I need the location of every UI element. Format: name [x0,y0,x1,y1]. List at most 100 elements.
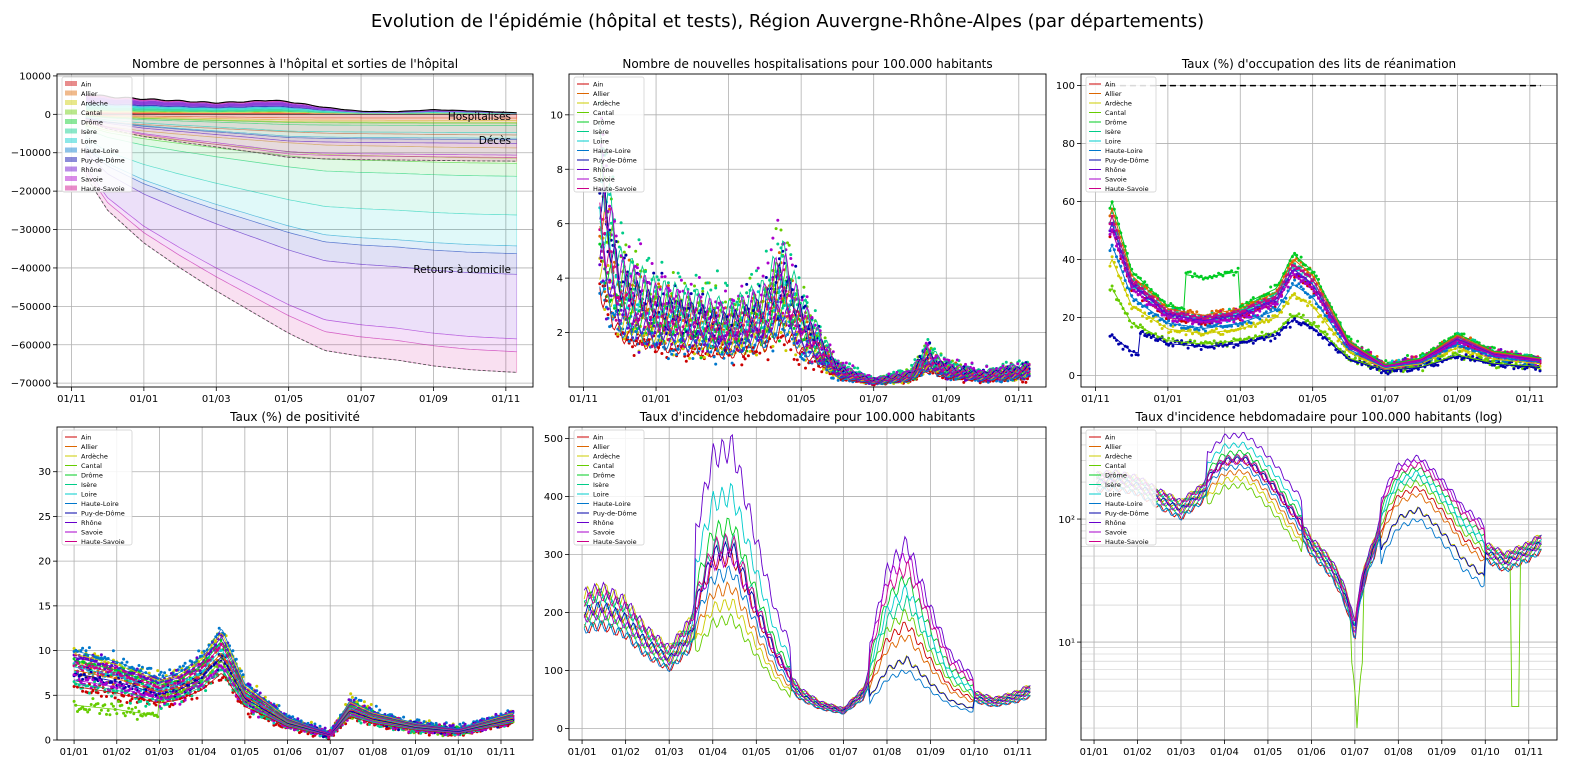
scatter-point [887,372,891,376]
scatter-point [624,253,628,257]
scatter-point [926,338,930,341]
scatter-point [714,286,718,290]
scatter-point [724,289,727,293]
scatter-point [694,273,698,277]
area-band-retours [85,125,518,177]
scatter-point [1195,310,1199,314]
area-band-retours [85,137,518,247]
scatter-point [598,242,602,246]
legend-swatch [65,166,77,172]
scatter-point [954,377,958,381]
annotation: Retours à domicile [413,264,511,276]
scatter-point [748,276,752,280]
scatter-point [728,335,732,339]
scatter-point [1293,278,1297,282]
scatter-point [724,281,727,285]
legend-swatch [65,119,77,124]
area-band-deces [85,116,518,139]
scatter-point [1406,354,1409,357]
scatter-point [740,363,744,367]
scatter-point [686,354,690,358]
scatter-point [766,261,770,265]
scatter-point [800,298,804,302]
scatter-point [608,204,612,208]
scatter-point [1110,284,1114,288]
scatter-point [621,231,625,235]
scatter-point [774,227,778,231]
legend-entry: Cantal [81,109,102,117]
x-tick-label: 01/07 [347,394,376,405]
scatter-point [1160,327,1164,330]
x-tick-label: 01/01 [1153,394,1182,405]
legend-entry: Savoie [593,176,615,184]
scatter-point [802,358,806,362]
scatter-point [1353,356,1357,360]
y-tick-label: 6 [557,219,563,230]
scatter-point [1108,264,1112,268]
scatter-point [1349,337,1353,341]
scatter-point [895,370,899,374]
scatter-point [1301,313,1305,317]
scatter-point [1214,327,1218,331]
y-tick-label: 8 [557,165,563,176]
scatter-point [609,221,613,225]
scatter-point [671,271,675,274]
scatter-point [1458,350,1462,354]
x-tick-label: 01/03 [1226,394,1255,405]
legend-entry: Puy-de-Dôme [593,157,637,165]
legend-entry: Drôme [81,119,103,127]
scatter-point [1169,330,1173,334]
x-tick-label: 01/05 [274,394,303,405]
scatter-point [755,269,758,273]
scatter-point [631,345,634,349]
scatter-point [776,218,780,222]
x-tick-label: 01/11 [1515,394,1544,405]
legend-entry: Haute-Savoie [593,185,637,193]
scatter-point [919,373,923,377]
scatter-point [627,339,631,343]
area-band-deces [85,114,518,121]
scatter-point [1017,359,1021,363]
legend: AinAllierArdècheCantalDrômeIsèreLoireHau… [61,76,133,193]
scatter-point [812,368,816,371]
scatter-point [666,357,670,361]
scatter-point [769,248,773,252]
scatter-point [732,299,736,303]
scatter-point [613,304,616,308]
scatter-point [683,281,687,285]
scatter-point [1264,310,1268,314]
y-tick-label: 60 [1062,197,1075,208]
scatter-point [634,330,638,333]
scatter-point [1230,269,1234,273]
scatter-point [735,300,739,304]
scatter-point [725,284,729,287]
scatter-point [813,323,817,327]
scatter-point [598,191,602,195]
scatter-point [603,231,607,235]
scatter-point [701,287,705,290]
y-tick-label: 40 [1062,255,1075,266]
scatter-point [632,354,636,357]
scatter-point [831,350,835,354]
scatter-point [1236,324,1240,328]
scatter-point [836,378,840,382]
panel-title: Nombre de nouvelles hospitalisations pou… [622,57,992,71]
scatter-point [750,272,754,276]
scatter-point [776,242,780,246]
scatter-point [761,274,765,278]
area-band-hospitalises [86,103,517,114]
area-band-deces [85,118,518,156]
scatter-point [666,284,670,288]
scatter-point [1167,336,1171,340]
scatter-point [947,359,951,362]
scatter-point [657,282,661,286]
x-tick-label: 01/03 [202,394,231,405]
scatter-point [1167,319,1171,323]
scatter-point [1149,319,1153,323]
scatter-point [995,379,998,383]
legend-entry: Haute-Loire [593,147,631,155]
scatter-point [789,257,793,260]
x-tick-label: 01/07 [1371,394,1400,405]
area-band-retours [85,144,518,255]
